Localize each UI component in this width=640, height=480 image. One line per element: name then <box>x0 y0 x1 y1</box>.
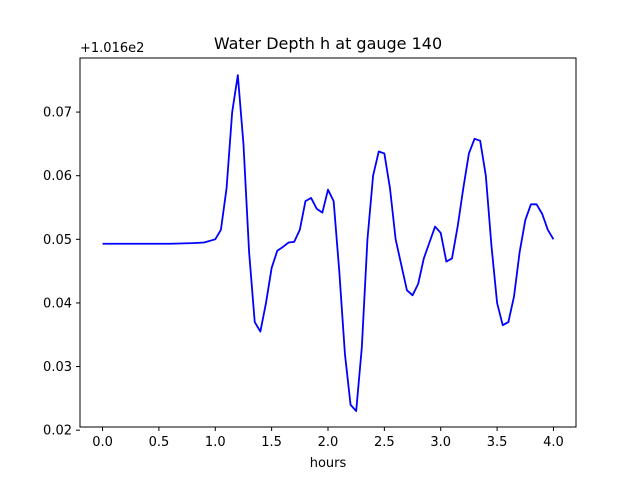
series-line-0 <box>102 74 555 412</box>
y-tick-label: 0.04 <box>43 296 72 311</box>
x-tick-label: 1.5 <box>261 435 282 450</box>
x-tick-label: 0.5 <box>149 435 170 450</box>
x-tick-label: 2.5 <box>374 435 395 450</box>
axes-frame <box>79 57 577 428</box>
y-tick-label: 0.03 <box>43 360 72 375</box>
chart-title: Water Depth h at gauge 140 <box>214 34 442 53</box>
y-tick-label: 0.02 <box>43 424 72 439</box>
x-tick-label: 3.5 <box>487 435 508 450</box>
x-tick-label: 2.0 <box>318 435 339 450</box>
plot-area <box>102 74 555 412</box>
x-axis-label: hours <box>310 456 347 471</box>
x-axis: 0.0 0.5 1.0 1.5 2.0 2.5 3.0 3.5 4.0 <box>92 427 564 450</box>
x-tick-label: 3.0 <box>430 435 451 450</box>
x-tick-label: 1.0 <box>205 435 226 450</box>
x-tick-label: 0.0 <box>92 435 113 450</box>
y-tick-label: 0.06 <box>43 169 72 184</box>
x-tick-label: 4.0 <box>543 435 564 450</box>
y-tick-label: 0.07 <box>43 106 72 121</box>
y-tick-label: 0.05 <box>43 233 72 248</box>
y-offset-label: +1.016e2 <box>80 41 144 56</box>
y-axis: 0.02 0.03 0.04 0.05 0.06 0.07 <box>43 106 80 439</box>
